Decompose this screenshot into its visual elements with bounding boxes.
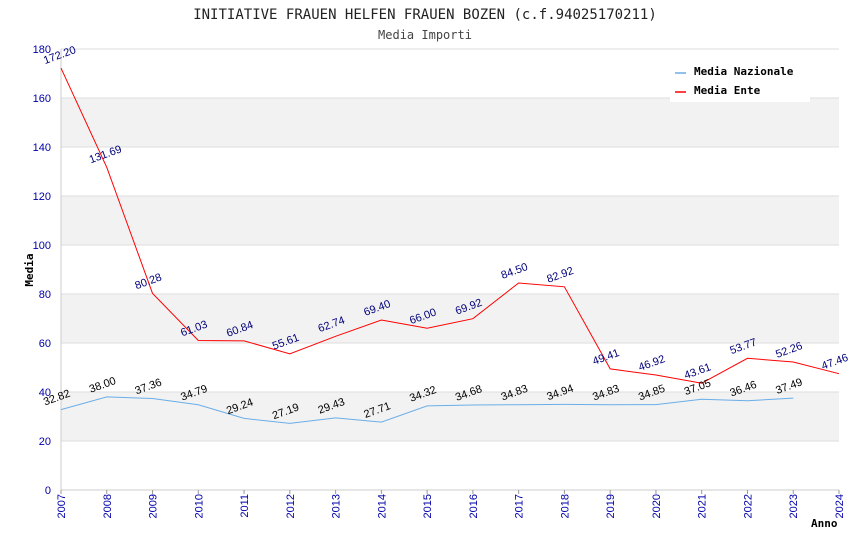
legend-label-ente: Media Ente bbox=[694, 84, 761, 97]
x-tick-label: 2009 bbox=[148, 494, 160, 518]
x-tick-label: 2022 bbox=[742, 494, 754, 518]
gridlines bbox=[60, 48, 839, 491]
y-tick-label: 80 bbox=[39, 289, 51, 301]
x-axis-label: Anno bbox=[811, 517, 838, 530]
x-tick-label: 2021 bbox=[697, 494, 709, 518]
plot-band bbox=[61, 294, 839, 343]
x-tick-label: 2016 bbox=[468, 494, 480, 518]
x-tick-label: 2024 bbox=[834, 494, 846, 518]
y-tick-label: 120 bbox=[33, 191, 51, 203]
chart-subtitle: Media Importi bbox=[378, 28, 472, 42]
y-tick-label: 160 bbox=[33, 93, 51, 105]
plot-band bbox=[61, 196, 839, 245]
x-tick-label: 2007 bbox=[56, 494, 68, 518]
plot-band bbox=[61, 392, 839, 441]
legend-box bbox=[670, 58, 810, 102]
plot-band bbox=[61, 98, 839, 147]
series-line-nazionale bbox=[60, 396, 794, 424]
x-tick-label: 2023 bbox=[788, 494, 800, 518]
legend-label-nazionale: Media Nazionale bbox=[694, 65, 794, 78]
y-tick-label: 180 bbox=[33, 44, 51, 56]
series-lines bbox=[60, 67, 840, 424]
y-tick-label: 60 bbox=[39, 338, 51, 350]
x-tick-label: 2017 bbox=[514, 494, 526, 518]
y-tick-label: 20 bbox=[39, 436, 51, 448]
y-tick-label: 140 bbox=[33, 142, 51, 154]
y-tick-label: 0 bbox=[45, 485, 51, 497]
legend: Media Nazionale Media Ente bbox=[670, 58, 810, 102]
x-tick-label: 2018 bbox=[559, 494, 571, 518]
x-tick-label: 2019 bbox=[605, 494, 617, 518]
y-tick-label: 100 bbox=[33, 240, 51, 252]
x-axis-ticks: 2007 2008 2009 2010 2011 2012 2013 2014 2015 2016… bbox=[56, 490, 846, 518]
x-tick-label: 2011 bbox=[239, 494, 251, 518]
y-axis-label: Media bbox=[23, 253, 36, 286]
x-tick-label: 2015 bbox=[422, 494, 434, 518]
x-tick-label: 2014 bbox=[376, 494, 388, 518]
x-tick-label: 2008 bbox=[102, 494, 114, 518]
y-tick-label: 40 bbox=[39, 387, 51, 399]
plot-background bbox=[61, 49, 839, 490]
series-line-ente bbox=[60, 67, 840, 384]
y-axis-ticks: 0 20 40 60 80 100 120 140 160 180 bbox=[33, 44, 51, 497]
x-tick-label: 2013 bbox=[331, 494, 343, 518]
chart-title: INITIATIVE FRAUEN HELFEN FRAUEN BOZEN (c… bbox=[193, 7, 657, 23]
x-tick-label: 2012 bbox=[285, 494, 297, 518]
x-tick-label: 2010 bbox=[193, 494, 205, 518]
x-tick-label: 2020 bbox=[651, 494, 663, 518]
